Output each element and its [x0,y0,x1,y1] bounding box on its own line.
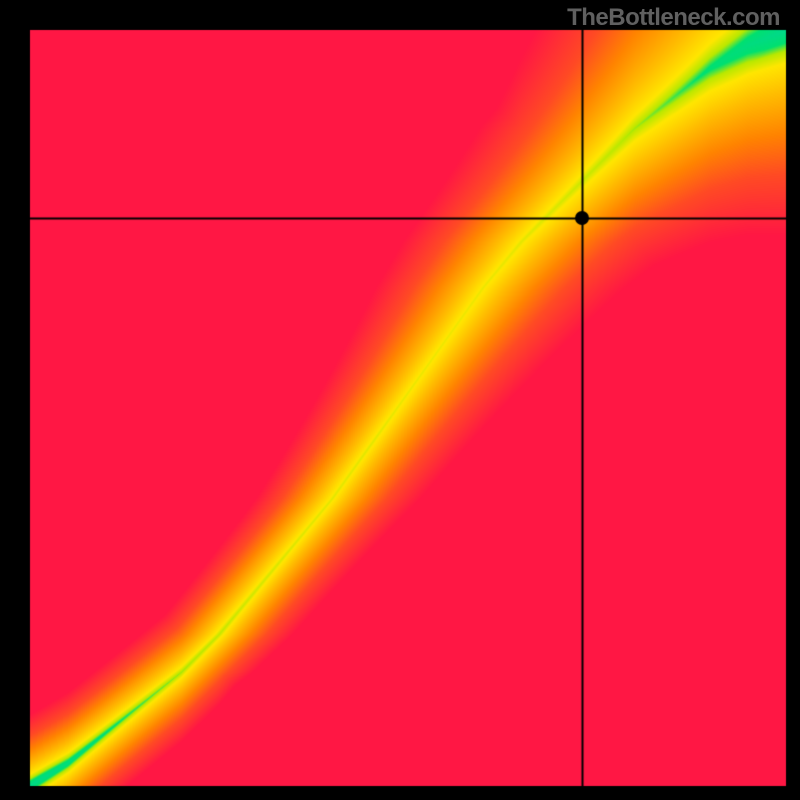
watermark-text: TheBottleneck.com [567,4,780,32]
chart-container: TheBottleneck.com [0,0,800,800]
heatmap-canvas [0,0,800,800]
